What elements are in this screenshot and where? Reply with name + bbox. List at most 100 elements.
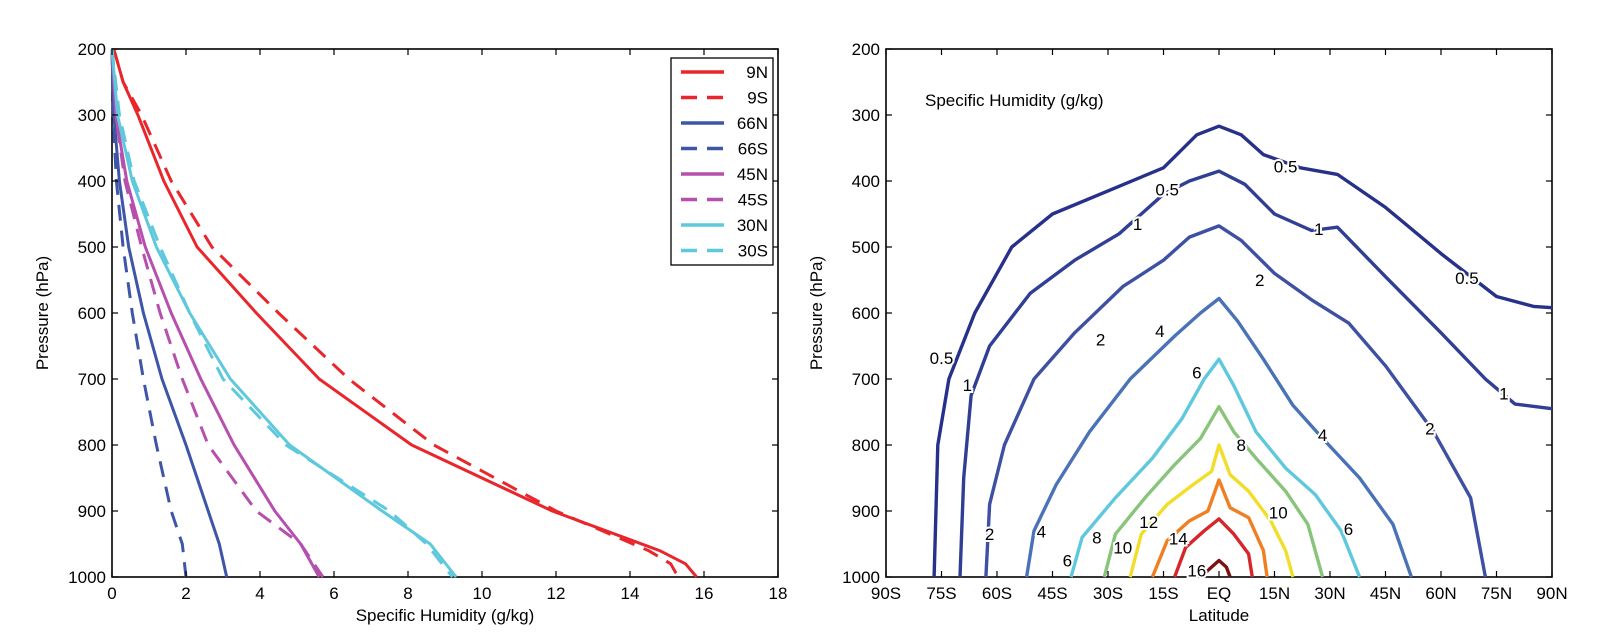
- legend-label-45n: 45N: [737, 165, 768, 184]
- y-tick-label: 600: [78, 304, 106, 323]
- right-chart-title: Specific Humidity (g/kg): [925, 91, 1104, 110]
- series-line-30s: [110, 48, 454, 578]
- legend-items: 9N 9S 66N 66S 45N 45S 30N 30S: [681, 63, 768, 261]
- contour-label: 0.5: [1155, 181, 1179, 200]
- contour-4: [1024, 296, 1414, 578]
- y-tick-label: 200: [852, 40, 880, 59]
- x-tick-label: 45S: [1037, 584, 1067, 603]
- contour-label: 6: [1063, 552, 1072, 571]
- legend-label-30n: 30N: [737, 216, 768, 235]
- x-tick-label: 16: [695, 584, 714, 603]
- x-tick-label: 90S: [871, 584, 901, 603]
- contour-label: 0.5: [1455, 269, 1479, 288]
- legend-label-9s: 9S: [747, 89, 768, 108]
- left-x-ticks: 0 2 4 6 8 10 12 14 16 18: [107, 49, 787, 603]
- series-line-9s: [112, 48, 680, 578]
- x-tick-label: 60S: [982, 584, 1012, 603]
- left-x-axis-label: Specific Humidity (g/kg): [356, 606, 535, 625]
- x-tick-label: 30N: [1314, 584, 1345, 603]
- contour-label: 4: [1037, 522, 1046, 541]
- left-series-lines: [110, 48, 698, 578]
- left-y-ticks: 200 300 400 500 600 700 800 900 1000: [68, 40, 778, 587]
- right-x-ticks: 90S 75S 60S 45S 30S 15S EQ 15N 30N 45N 60N 75N 90N: [871, 49, 1568, 603]
- contour-label: 4: [1155, 322, 1164, 341]
- contour-10: [1128, 443, 1295, 578]
- contour-label: 14: [1169, 530, 1188, 549]
- contour-1: [958, 169, 1553, 578]
- x-tick-label: 30S: [1093, 584, 1123, 603]
- y-tick-label: 400: [78, 172, 106, 191]
- x-tick-label: 18: [769, 584, 788, 603]
- x-tick-label: 0: [107, 584, 116, 603]
- right-y-axis-label: Pressure (hPa): [807, 256, 826, 370]
- series-line-66n: [110, 48, 229, 578]
- contour-label: 1: [963, 376, 972, 395]
- x-tick-label: 6: [329, 584, 338, 603]
- y-tick-label: 700: [852, 370, 880, 389]
- right-x-axis-label: Latitude: [1189, 606, 1250, 625]
- series-line-45n: [110, 48, 321, 578]
- contour-label: 2: [1255, 271, 1264, 290]
- contour-16: [1199, 558, 1232, 579]
- legend-label-66s: 66S: [738, 140, 768, 159]
- y-tick-label: 1000: [842, 568, 880, 587]
- y-tick-label: 1000: [68, 568, 106, 587]
- contour-label: 2: [1425, 420, 1434, 439]
- series-line-9n: [112, 48, 698, 578]
- x-tick-label: 75S: [926, 584, 956, 603]
- right-plot-frame: [885, 48, 1553, 578]
- y-tick-label: 900: [852, 502, 880, 521]
- y-tick-label: 300: [852, 106, 880, 125]
- y-tick-label: 200: [78, 40, 106, 59]
- x-tick-label: 90N: [1536, 584, 1567, 603]
- right-y-ticks: 200 300 400 500 600 700 800 900 1000: [842, 40, 1552, 587]
- x-tick-label: 15S: [1148, 584, 1178, 603]
- contour-label: 1: [1499, 385, 1508, 404]
- y-tick-label: 300: [78, 106, 106, 125]
- x-tick-label: 10: [473, 584, 492, 603]
- contour-2: [984, 224, 1488, 578]
- x-tick-label: 15N: [1259, 584, 1290, 603]
- contour-6: [1069, 357, 1362, 578]
- left-y-axis-label: Pressure (hPa): [33, 256, 52, 370]
- legend-label-30s: 30S: [738, 242, 768, 261]
- series-line-66s: [110, 48, 188, 578]
- legend-label-66n: 66N: [737, 114, 768, 133]
- contour-label: 10: [1269, 503, 1288, 522]
- left-legend: 9N 9S 66N 66S 45N 45S 30N 30S: [670, 57, 774, 266]
- y-tick-label: 800: [78, 436, 106, 455]
- y-tick-label: 400: [852, 172, 880, 191]
- y-tick-label: 500: [852, 238, 880, 257]
- y-tick-label: 500: [78, 238, 106, 257]
- x-tick-label: 60N: [1425, 584, 1456, 603]
- x-tick-label: 12: [547, 584, 566, 603]
- left-chart: 0 2 4 6 8 10 12 14 16 18 200 300 400 500 600 700 800 900…: [33, 40, 787, 625]
- contour-label: 1: [1133, 215, 1142, 234]
- contour-label: 4: [1318, 426, 1327, 445]
- y-tick-label: 900: [78, 502, 106, 521]
- x-tick-label: 2: [181, 584, 190, 603]
- contour-label: 6: [1192, 363, 1201, 382]
- contour-label: 0.5: [1274, 157, 1298, 176]
- y-tick-label: 700: [78, 370, 106, 389]
- contour-lines: [932, 124, 1553, 579]
- x-tick-label: 8: [403, 584, 412, 603]
- x-tick-label: 4: [255, 584, 264, 603]
- legend-label-45s: 45S: [738, 191, 768, 210]
- series-line-30n: [110, 48, 458, 578]
- contour-label: 6: [1344, 520, 1353, 539]
- contour-label: 8: [1092, 528, 1101, 547]
- contour-label: 8: [1236, 436, 1245, 455]
- contour-label: 1: [1314, 220, 1323, 239]
- contour-label: 10: [1113, 538, 1132, 557]
- legend-label-9n: 9N: [746, 63, 768, 82]
- y-tick-label: 800: [852, 436, 880, 455]
- contour-label: 12: [1139, 513, 1158, 532]
- x-tick-label: 45N: [1370, 584, 1401, 603]
- contour-label: 16: [1187, 561, 1206, 580]
- y-tick-label: 600: [852, 304, 880, 323]
- x-tick-label: 14: [621, 584, 640, 603]
- contour-label: 0.5: [930, 349, 954, 368]
